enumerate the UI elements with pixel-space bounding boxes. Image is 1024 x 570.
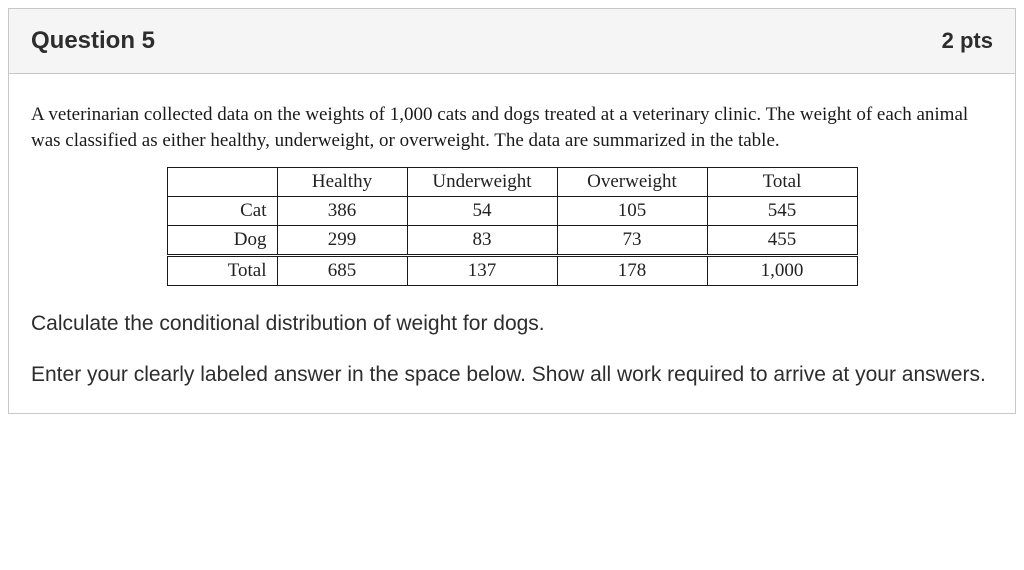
table-header-healthy: Healthy: [277, 168, 407, 197]
cell-cat-overweight: 105: [557, 197, 707, 226]
cell-dog-total: 455: [707, 226, 857, 256]
cell-total-healthy: 685: [277, 256, 407, 286]
data-table: Healthy Underweight Overweight Total Cat…: [167, 167, 858, 286]
cell-cat-underweight: 54: [407, 197, 557, 226]
intro-text: A veterinarian collected data on the wei…: [31, 102, 993, 153]
question-body: A veterinarian collected data on the wei…: [9, 74, 1015, 413]
cell-cat-total: 545: [707, 197, 857, 226]
row-label-total: Total: [167, 256, 277, 286]
table-header-underweight: Underweight: [407, 168, 557, 197]
cell-dog-healthy: 299: [277, 226, 407, 256]
question-header: Question 5 2 pts: [9, 9, 1015, 74]
instruction-enter: Enter your clearly labeled answer in the…: [31, 359, 993, 392]
table-row: Cat 386 54 105 545: [167, 197, 857, 226]
question-points: 2 pts: [942, 28, 993, 54]
question-title: Question 5: [31, 27, 155, 55]
cell-total-overweight: 178: [557, 256, 707, 286]
instruction-calculate: Calculate the conditional distribution o…: [31, 308, 993, 341]
table-row-total: Total 685 137 178 1,000: [167, 256, 857, 286]
row-label-cat: Cat: [167, 197, 277, 226]
table-header-overweight: Overweight: [557, 168, 707, 197]
table-header-blank: [167, 168, 277, 197]
cell-total-total: 1,000: [707, 256, 857, 286]
cell-total-underweight: 137: [407, 256, 557, 286]
row-label-dog: Dog: [167, 226, 277, 256]
table-row: Dog 299 83 73 455: [167, 226, 857, 256]
cell-dog-overweight: 73: [557, 226, 707, 256]
cell-cat-healthy: 386: [277, 197, 407, 226]
table-header-row: Healthy Underweight Overweight Total: [167, 168, 857, 197]
question-card: Question 5 2 pts A veterinarian collecte…: [8, 8, 1016, 414]
cell-dog-underweight: 83: [407, 226, 557, 256]
table-header-total: Total: [707, 168, 857, 197]
